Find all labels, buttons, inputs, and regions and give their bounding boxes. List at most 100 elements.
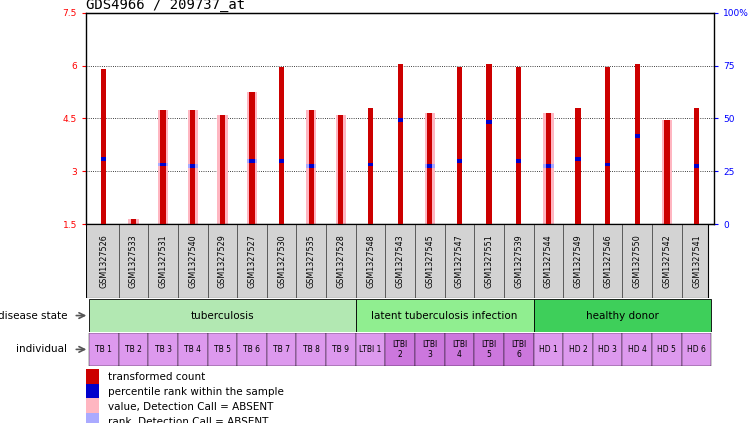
Text: GSM1327547: GSM1327547: [455, 234, 464, 288]
Text: LTBI
5: LTBI 5: [482, 340, 497, 359]
Text: TB 8: TB 8: [303, 345, 319, 354]
Text: HD 3: HD 3: [598, 345, 617, 354]
Bar: [385, 333, 415, 366]
Bar: [694, 108, 699, 224]
Bar: [279, 159, 284, 162]
Bar: [247, 92, 257, 224]
Text: GSM1327541: GSM1327541: [692, 234, 701, 288]
Bar: [309, 110, 314, 224]
Bar: [427, 164, 432, 168]
Text: GSM1327533: GSM1327533: [129, 234, 138, 288]
Bar: [188, 110, 198, 224]
Text: GSM1327526: GSM1327526: [99, 234, 108, 288]
Text: HD 2: HD 2: [568, 345, 587, 354]
Text: percentile rank within the sample: percentile rank within the sample: [108, 387, 284, 397]
Bar: [368, 162, 373, 166]
Bar: [664, 120, 669, 224]
Bar: [190, 110, 195, 224]
Bar: [296, 333, 326, 366]
Bar: [86, 398, 99, 415]
Bar: [415, 333, 444, 366]
Text: TB 4: TB 4: [184, 345, 201, 354]
Bar: [593, 333, 622, 366]
Text: TB 5: TB 5: [214, 345, 231, 354]
Bar: [306, 110, 316, 224]
Bar: [86, 413, 99, 423]
Bar: [188, 164, 198, 168]
Bar: [131, 219, 136, 224]
Bar: [119, 333, 148, 366]
Bar: [89, 333, 119, 366]
Bar: [486, 120, 491, 124]
Bar: [425, 113, 435, 224]
Text: latent tuberculosis infection: latent tuberculosis infection: [372, 310, 518, 321]
Bar: [652, 333, 681, 366]
Text: GSM1327528: GSM1327528: [337, 234, 346, 288]
Bar: [516, 67, 521, 224]
Bar: [681, 333, 711, 366]
Text: GSM1327546: GSM1327546: [603, 234, 612, 288]
Text: GSM1327548: GSM1327548: [366, 234, 375, 288]
Bar: [427, 113, 432, 224]
Bar: [533, 333, 563, 366]
Text: GSM1327549: GSM1327549: [574, 234, 583, 288]
Bar: [457, 67, 462, 224]
Text: GSM1327543: GSM1327543: [396, 234, 405, 288]
Bar: [267, 333, 296, 366]
Bar: [158, 110, 168, 224]
Bar: [546, 113, 551, 224]
Bar: [148, 333, 178, 366]
Text: TB 1: TB 1: [95, 345, 112, 354]
Bar: [237, 333, 267, 366]
Text: HD 6: HD 6: [687, 345, 706, 354]
Text: GSM1327544: GSM1327544: [544, 234, 553, 288]
Text: healthy donor: healthy donor: [586, 310, 659, 321]
Bar: [161, 110, 165, 224]
Text: HD 4: HD 4: [628, 345, 647, 354]
Text: transformed count: transformed count: [108, 372, 206, 382]
Text: TB 9: TB 9: [332, 345, 349, 354]
Text: GSM1327539: GSM1327539: [514, 234, 524, 288]
Bar: [101, 157, 106, 161]
Text: GSM1327530: GSM1327530: [277, 234, 286, 288]
Bar: [444, 333, 474, 366]
Bar: [217, 115, 227, 224]
Bar: [486, 64, 491, 224]
Bar: [161, 162, 165, 166]
Text: individual: individual: [16, 344, 67, 354]
Bar: [89, 299, 356, 332]
Text: GSM1327540: GSM1327540: [188, 234, 197, 288]
Bar: [516, 159, 521, 162]
Text: LTBI 1: LTBI 1: [359, 345, 381, 354]
Bar: [563, 333, 593, 366]
Bar: [605, 162, 610, 166]
Bar: [605, 67, 610, 224]
Text: LTBI
3: LTBI 3: [422, 340, 438, 359]
Bar: [86, 384, 99, 401]
Bar: [326, 333, 356, 366]
Bar: [158, 162, 168, 166]
Text: GSM1327527: GSM1327527: [248, 234, 257, 288]
Text: LTBI
4: LTBI 4: [452, 340, 467, 359]
Text: GSM1327550: GSM1327550: [633, 234, 642, 288]
Bar: [474, 333, 504, 366]
Bar: [543, 113, 554, 224]
Text: TB 7: TB 7: [273, 345, 290, 354]
Bar: [662, 120, 672, 224]
Bar: [533, 299, 711, 332]
Bar: [249, 92, 254, 224]
Text: TB 2: TB 2: [125, 345, 142, 354]
Bar: [190, 164, 195, 168]
Text: TB 3: TB 3: [155, 345, 171, 354]
Bar: [622, 333, 652, 366]
Text: GSM1327531: GSM1327531: [159, 234, 168, 288]
Bar: [694, 164, 699, 168]
Text: HD 5: HD 5: [657, 345, 676, 354]
Bar: [336, 115, 346, 224]
Bar: [398, 64, 402, 224]
Text: GSM1327542: GSM1327542: [663, 234, 672, 288]
Bar: [306, 164, 316, 168]
Text: LTBI
2: LTBI 2: [393, 340, 408, 359]
Bar: [338, 115, 343, 224]
Bar: [178, 333, 207, 366]
